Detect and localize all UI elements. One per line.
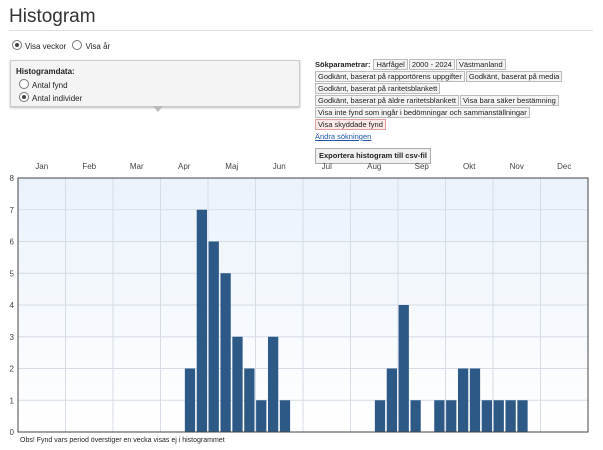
histogram-bar	[267, 336, 279, 432]
histogram-bar	[386, 368, 397, 432]
histogram-chart: Jan Feb Mar Apr Maj Jun Jul Aug Sep Okt Nov Dec 0 1 2 3…	[10, 162, 589, 437]
panel-arrow-icon	[153, 106, 163, 112]
export-csv-button[interactable]: Exportera histogram till csv-fil	[315, 148, 431, 164]
y-tick-label: 0	[10, 428, 15, 437]
histogram-bar	[446, 400, 457, 432]
histogram-bar	[505, 400, 516, 432]
x-tick-label: Apr	[178, 162, 191, 171]
histogram-bar	[374, 400, 386, 432]
x-tick-label: Okt	[463, 162, 476, 171]
histogram-bar	[410, 400, 421, 432]
histogram-bar	[244, 368, 255, 432]
histogram-bar	[208, 241, 219, 432]
y-tick-label: 8	[10, 174, 15, 183]
x-tick-label: Jun	[273, 162, 286, 171]
histogram-bar	[256, 400, 267, 432]
histogram-bar	[184, 368, 196, 432]
y-tick-label: 4	[10, 301, 15, 310]
x-tick-label: Sep	[415, 162, 430, 171]
y-tick-label: 1	[10, 396, 15, 405]
histogram-data-heading: Histogramdata:	[16, 67, 75, 76]
params-label: Sökparametrar:	[315, 60, 371, 69]
histogram-bar	[279, 400, 291, 432]
radio-icon[interactable]	[72, 40, 83, 50]
histogram-bar	[469, 368, 481, 432]
divider	[9, 30, 593, 31]
change-search-link[interactable]: Ändra sökningen	[315, 132, 372, 141]
x-tick-label: Maj	[225, 162, 238, 171]
search-param-tag: Härfågel	[373, 59, 408, 70]
y-tick-label: 5	[10, 269, 15, 278]
search-param-tag: Godkänt, baserat på raritetsblankett	[315, 83, 441, 94]
y-tick-label: 7	[10, 206, 15, 215]
x-tick-label: Feb	[82, 162, 96, 171]
histogram-bar	[232, 336, 243, 432]
x-tick-label: Mar	[130, 162, 144, 171]
radio-icon[interactable]	[19, 79, 29, 89]
search-param-tag: Visa skyddade fynd	[315, 119, 386, 130]
histogram-bar	[493, 400, 504, 432]
x-tick-label: Nov	[510, 162, 524, 171]
radio-icon[interactable]	[19, 92, 29, 102]
y-tick-label: 3	[10, 333, 15, 342]
x-tick-label: Dec	[557, 162, 571, 171]
histogram-bar	[517, 400, 528, 432]
search-parameters: Sökparametrar: Härfågel 2000 - 2024 Västman…	[315, 59, 595, 164]
search-param-tag: Visa inte fynd som ingår i bedömningar o…	[315, 107, 530, 118]
x-tick-label: Jul	[322, 162, 332, 171]
search-param-tag: Godkänt, baserat på rapportörens uppgift…	[315, 71, 465, 82]
radio-icon[interactable]	[12, 40, 22, 50]
radio-show-years[interactable]: Visa år	[72, 40, 110, 51]
view-options: Visa veckor Visa år	[12, 40, 114, 51]
x-tick-label: Aug	[367, 162, 381, 171]
search-param-tag: Godkänt, baserat på äldre raritetsblanke…	[315, 95, 459, 106]
histogram-bar	[220, 273, 231, 432]
search-param-tag: Visa bara säker bestämning	[460, 95, 559, 106]
histogram-data-panel: Histogramdata: Antal fynd Antal individe…	[10, 60, 300, 107]
histogram-bar	[481, 400, 492, 432]
histogram-bar	[398, 305, 409, 432]
plot-border	[17, 177, 589, 433]
x-tick-label: Jan	[35, 162, 48, 171]
radio-count-individuals[interactable]: Antal individer	[19, 92, 299, 103]
histogram-bar	[457, 368, 469, 432]
footnote: Obs! Fynd vars period överstiger en veck…	[20, 437, 225, 444]
search-param-tag: Godkänt, baserat på media	[465, 71, 563, 82]
page-title: Histogram	[9, 6, 96, 27]
y-tick-label: 2	[10, 365, 15, 374]
search-param-tag: 2000 - 2024	[408, 59, 455, 70]
radio-show-weeks[interactable]: Visa veckor	[12, 40, 66, 51]
histogram-bar	[196, 209, 207, 432]
radio-count-findings[interactable]: Antal fynd	[19, 79, 299, 90]
search-param-tag: Västmanland	[455, 59, 506, 70]
histogram-bar	[434, 400, 445, 432]
y-tick-label: 6	[10, 238, 15, 247]
